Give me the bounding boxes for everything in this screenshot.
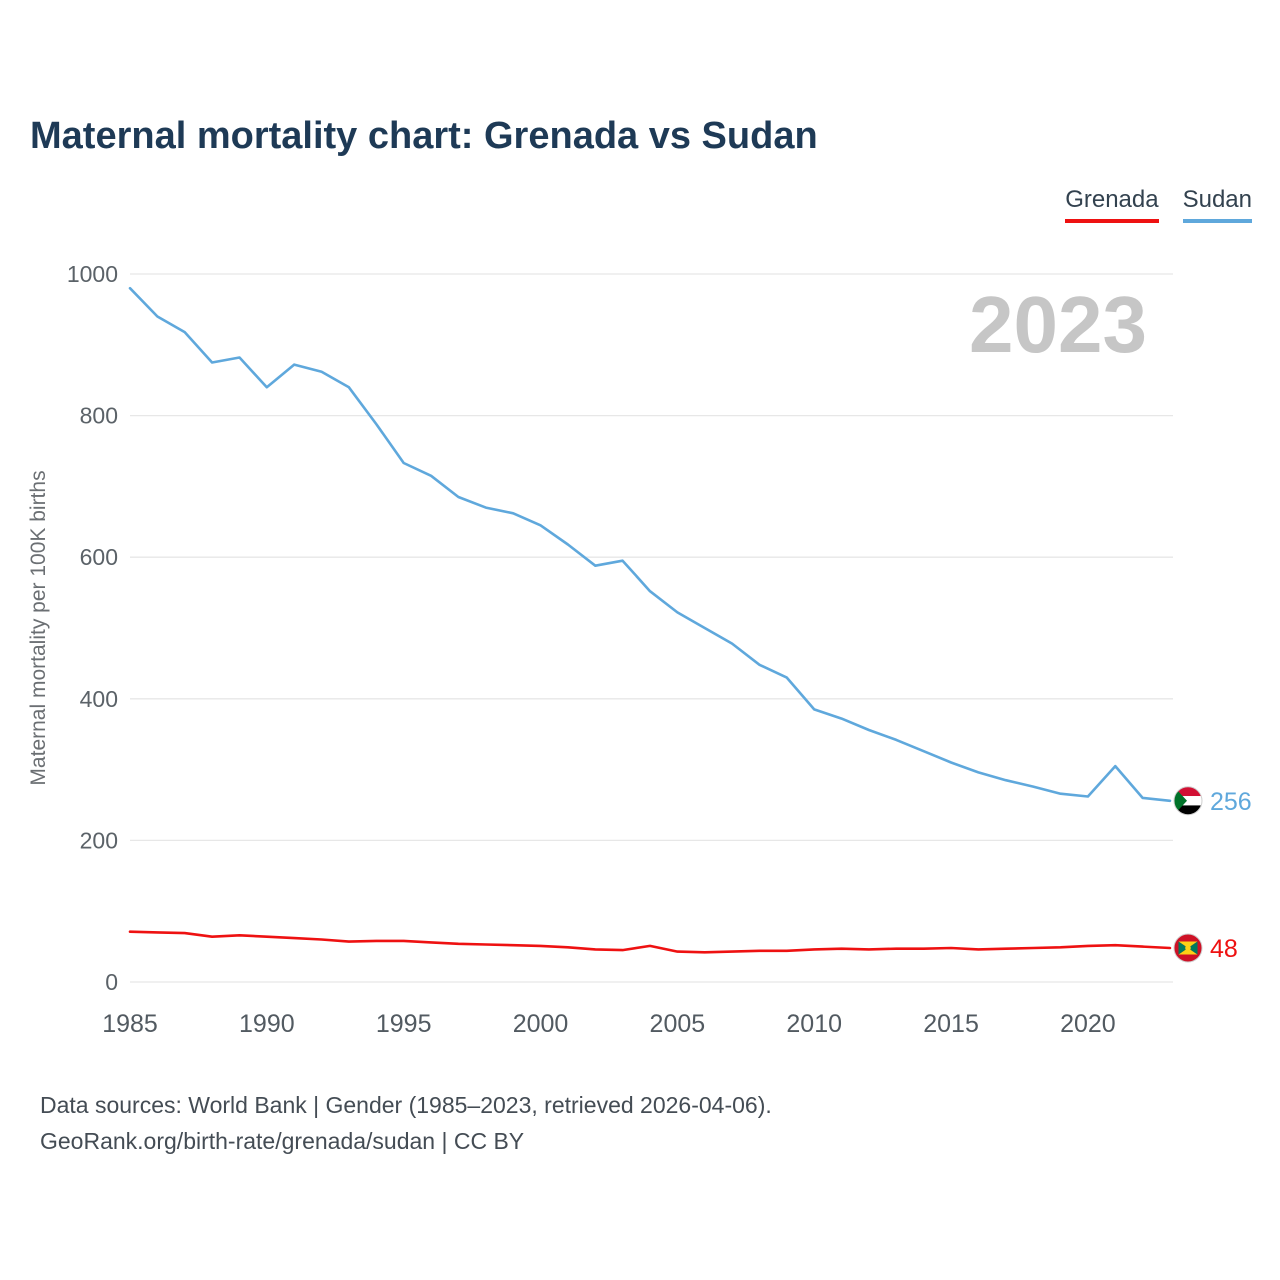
sudan-flag-icon [1174,786,1202,815]
x-tick-label: 1995 [376,1010,432,1038]
y-tick-label: 1000 [67,261,118,287]
x-tick-label: 2020 [1060,1010,1116,1038]
y-tick-label: 0 [105,969,118,995]
footer-sources-line: Data sources: World Bank | Gender (1985–… [40,1092,772,1118]
y-tick-label: 200 [80,827,118,853]
legend: Grenada Sudan [1065,186,1252,223]
x-tick-label: 1985 [102,1010,158,1038]
x-tick-label: 2010 [786,1010,842,1038]
x-tick-label: 1990 [239,1010,295,1038]
y-tick-label: 800 [80,403,118,429]
x-tick-label: 2000 [513,1010,569,1038]
series-line-grenada [128,930,1172,954]
line-chart-canvas: 0 200 400 600 800 1000 2023 1985 1990 1995 2000 200… [27,261,1252,1038]
watermark-year: 2023 [969,280,1147,369]
y-axis-title: Maternal mortality per 100K births [27,470,50,785]
legend-item-sudan[interactable]: Sudan [1182,186,1252,223]
legend-item-grenada[interactable]: Grenada [1065,186,1159,223]
sudan-end-value-label: 256 [1210,788,1252,816]
grenada-flag-icon [1174,934,1202,963]
series-line-sudan [128,286,1172,803]
x-tick-label: 2005 [650,1010,706,1038]
grenada-end-value-label: 48 [1210,935,1238,963]
footer: Data sources: World Bank | Gender (1985–… [40,1088,772,1159]
y-tick-label: 400 [80,686,118,712]
page-title: Maternal mortality chart: Grenada vs Sud… [30,115,818,157]
y-tick-label: 600 [80,544,118,570]
x-tick-label: 2015 [923,1010,979,1038]
footer-attribution-line: GeoRank.org/birth-rate/grenada/sudan | C… [40,1127,525,1154]
